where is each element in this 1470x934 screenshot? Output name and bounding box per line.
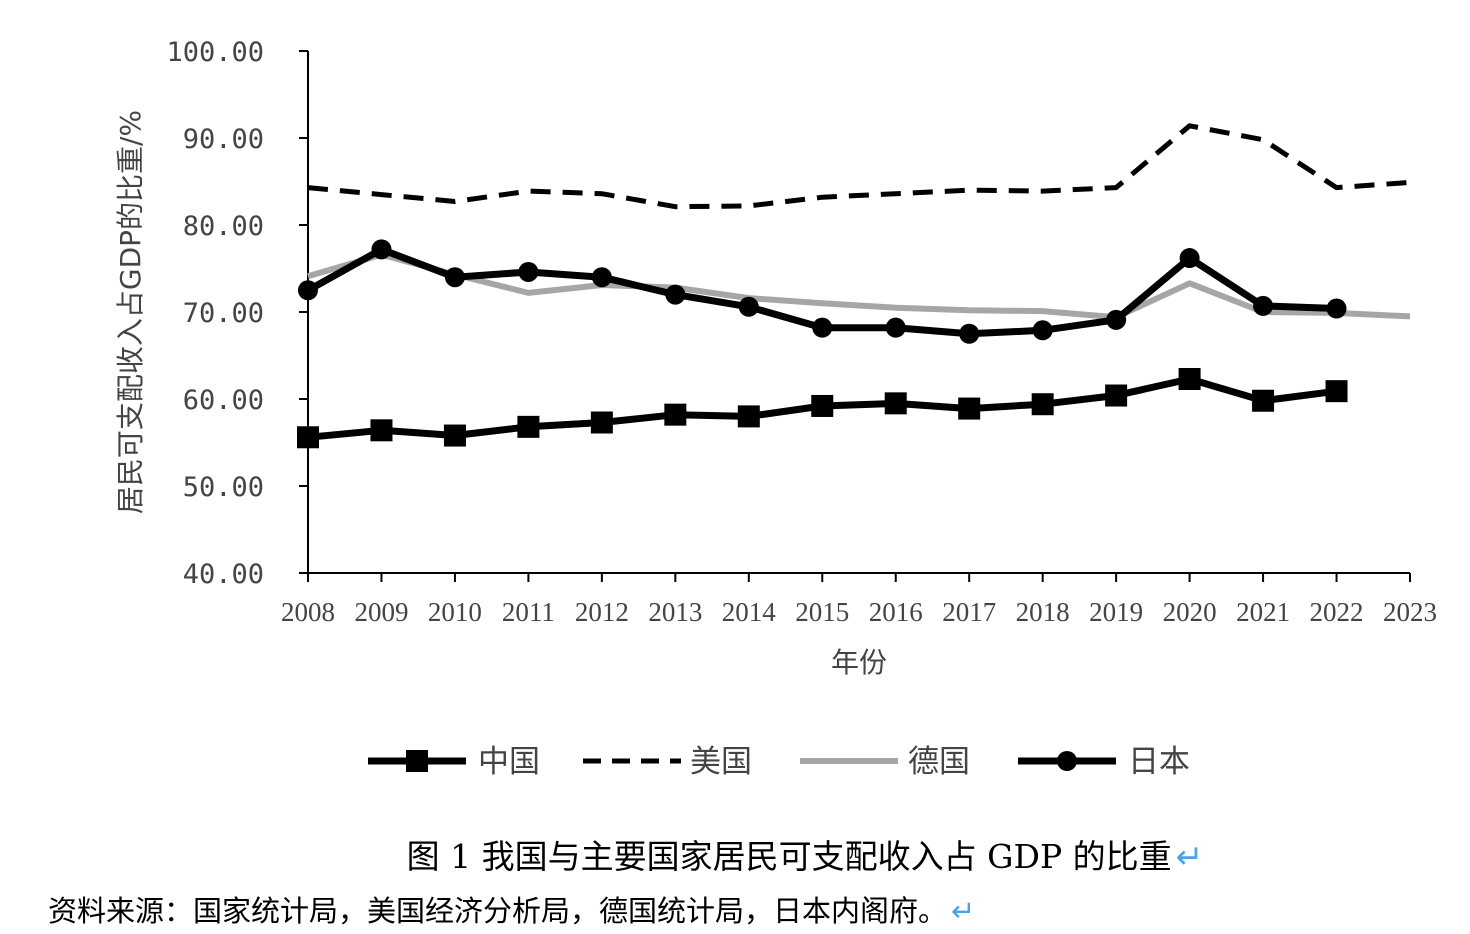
data-point-circle xyxy=(959,323,980,344)
legend-label: 美国 xyxy=(690,744,752,780)
data-point-circle xyxy=(1253,295,1274,316)
x-tick-label: 2018 xyxy=(1016,597,1070,627)
data-point-circle xyxy=(885,317,906,338)
x-tick-label: 2014 xyxy=(722,597,777,627)
series-dashed xyxy=(307,123,1411,210)
y-tick-label: 50.00 xyxy=(183,472,264,503)
data-point-circle xyxy=(738,296,759,317)
data-point-square xyxy=(590,411,613,434)
data-point-circle xyxy=(518,261,539,282)
source-note: 资料来源：国家统计局，美国经济分析局，德国统计局，日本内阁府。 ↵ xyxy=(48,888,975,930)
data-point-square xyxy=(1252,389,1275,412)
line-chart: 40.00 50.00 60.00 70.00 80.00 90.00 100.00 200… xyxy=(114,37,1437,780)
data-point-circle xyxy=(1179,248,1200,269)
data-point-square xyxy=(958,397,981,420)
series-solid-circle xyxy=(298,239,1347,344)
x-tick-label: 2013 xyxy=(648,597,702,627)
data-point-square xyxy=(517,415,540,438)
x-tick-label: 2010 xyxy=(428,597,482,627)
paragraph-mark-icon: ↵ xyxy=(951,894,976,928)
x-tick-label: 2015 xyxy=(795,597,849,627)
x-tick-label: 2019 xyxy=(1089,597,1143,627)
data-point-square xyxy=(297,426,319,449)
data-point-square xyxy=(1105,384,1128,407)
y-axis: 40.00 50.00 60.00 70.00 80.00 90.00 100.00 xyxy=(166,37,309,590)
x-tick-label: 2020 xyxy=(1163,597,1217,627)
data-point-square xyxy=(884,392,907,415)
legend-marker-square xyxy=(406,750,428,772)
data-point-square xyxy=(811,394,834,417)
series-solid-gray xyxy=(307,251,1411,321)
x-tick-label: 2017 xyxy=(942,597,996,627)
y-tick-label: 80.00 xyxy=(183,211,264,242)
series-solid-square xyxy=(297,367,1348,449)
data-point-square xyxy=(664,403,687,426)
x-tick-label: 2011 xyxy=(502,597,555,627)
data-point-circle xyxy=(665,284,686,305)
y-tick-label: 100.00 xyxy=(166,37,264,68)
legend: 中国 美国 德国 日本 xyxy=(368,744,1190,780)
data-point-square xyxy=(1031,393,1054,416)
data-point-circle xyxy=(298,280,318,301)
legend-item: 中国 xyxy=(368,744,540,780)
data-point-circle xyxy=(1032,320,1053,341)
y-tick-label: 70.00 xyxy=(183,298,264,329)
x-tick-label: 2016 xyxy=(869,597,923,627)
y-tick-label: 40.00 xyxy=(183,559,264,590)
data-point-circle xyxy=(444,267,465,288)
data-point-circle xyxy=(812,317,833,338)
x-tick-label: 2021 xyxy=(1236,597,1290,627)
caption-text: 图 1 我国与主要国家居民可支配收入占 GDP 的比重 xyxy=(406,837,1172,876)
legend-item: 美国 xyxy=(583,744,752,780)
x-tick-label: 2008 xyxy=(281,597,335,627)
data-point-circle xyxy=(1326,298,1347,319)
x-axis: 2008 2009 2010 2011 2012 2013 2014 2015 2016 2017… xyxy=(281,572,1437,627)
data-point-square xyxy=(443,424,466,447)
figure-caption: 图 1 我国与主要国家居民可支配收入占 GDP 的比重 ↵ xyxy=(0,830,1470,878)
data-point-square xyxy=(737,405,760,428)
legend-marker-circle xyxy=(1057,751,1077,771)
x-axis-title: 年份 xyxy=(831,646,887,679)
paragraph-mark-icon: ↵ xyxy=(1175,837,1204,876)
data-point-square xyxy=(370,419,393,442)
series-line xyxy=(307,251,1411,321)
data-point-square xyxy=(1178,367,1201,390)
legend-label: 中国 xyxy=(478,744,540,780)
y-tick-label: 60.00 xyxy=(183,385,264,416)
data-point-square xyxy=(1325,380,1348,403)
x-tick-label: 2012 xyxy=(575,597,629,627)
y-axis-title: 居民可支配收入占GDP的比重/% xyxy=(114,110,147,514)
source-text: 资料来源：国家统计局，美国经济分析局，德国统计局，日本内阁府。 xyxy=(48,894,948,928)
x-tick-label: 2009 xyxy=(354,597,408,627)
legend-label: 日本 xyxy=(1128,744,1190,780)
legend-item: 德国 xyxy=(800,744,970,780)
data-point-circle xyxy=(371,239,392,260)
x-tick-label: 2022 xyxy=(1310,597,1364,627)
data-point-circle xyxy=(1106,309,1127,330)
data-point-circle xyxy=(591,267,612,288)
legend-label: 德国 xyxy=(908,744,970,780)
series-layer xyxy=(297,123,1411,449)
series-line xyxy=(307,123,1411,210)
legend-item: 日本 xyxy=(1018,744,1190,780)
y-tick-label: 90.00 xyxy=(183,124,264,155)
x-tick-label: 2023 xyxy=(1383,597,1437,627)
